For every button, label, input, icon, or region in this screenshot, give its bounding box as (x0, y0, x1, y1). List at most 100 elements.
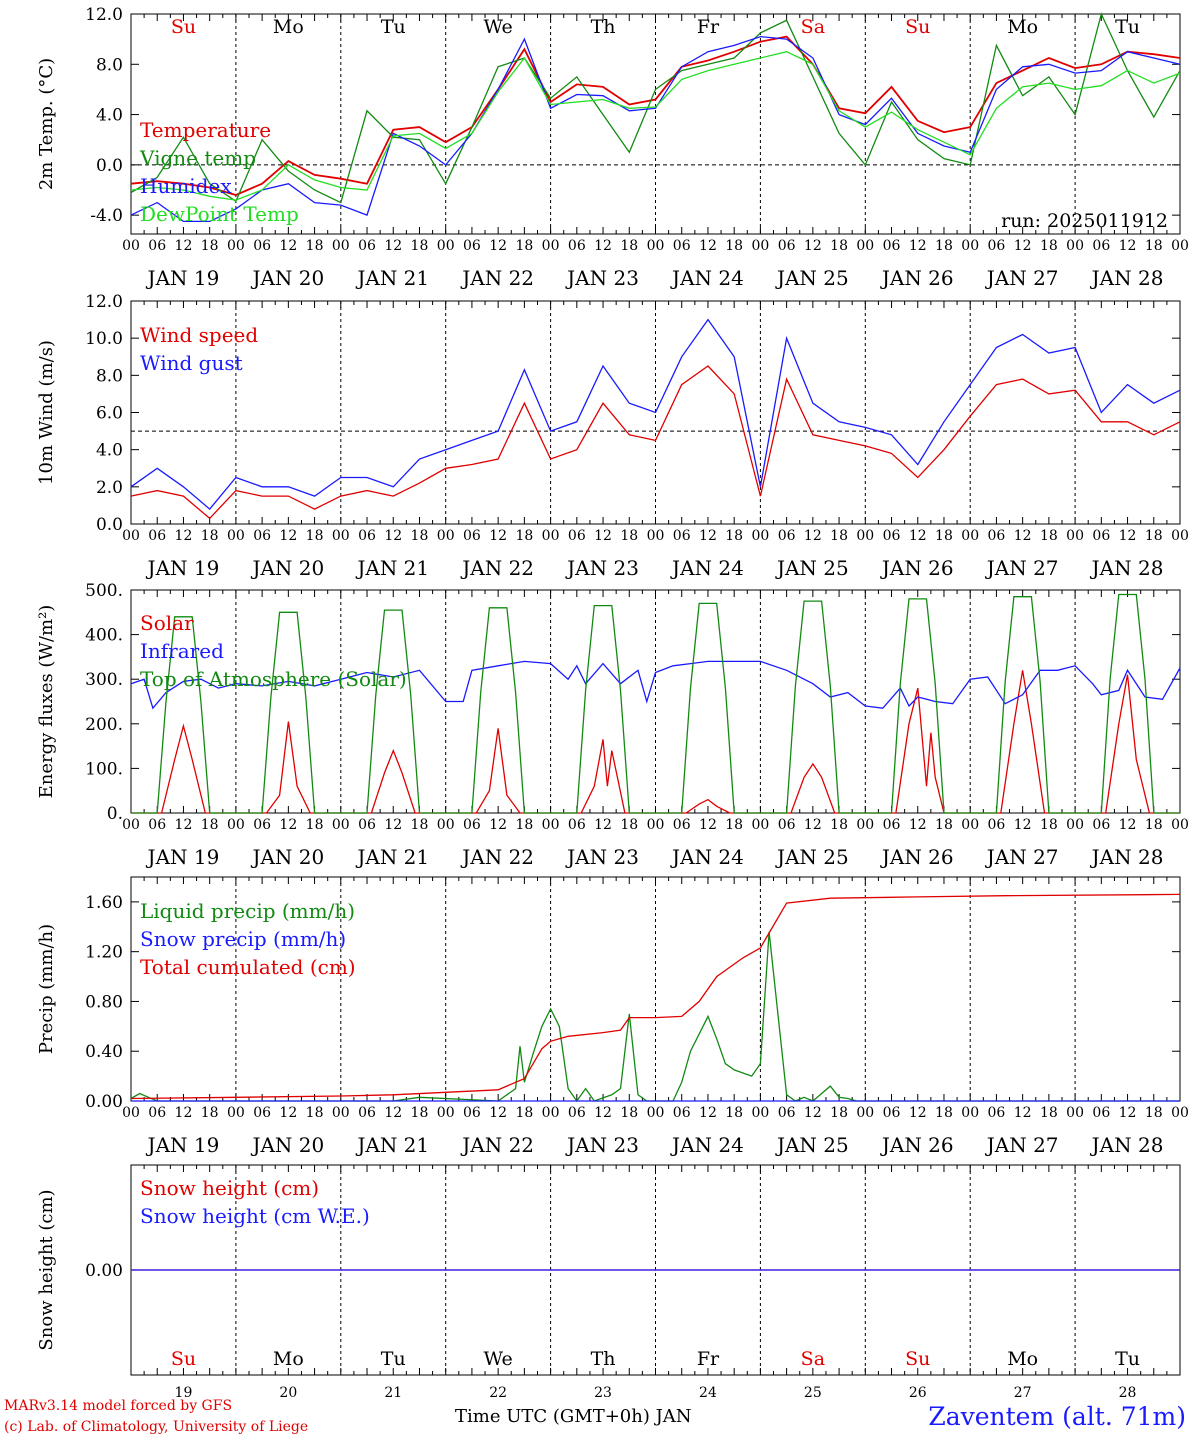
hour-tick-label: 06 (883, 528, 901, 544)
weekday-label: Mo (273, 1348, 304, 1370)
hour-tick-label: 12 (175, 1105, 193, 1121)
hour-tick-label: 06 (148, 817, 166, 833)
hour-tick-label: 12 (279, 817, 297, 833)
series-line-3 (130, 893, 1181, 1100)
day-label: JAN 24 (670, 1133, 744, 1157)
hour-tick-label: 00 (542, 817, 560, 833)
hour-tick-label: 12 (279, 528, 297, 544)
y-tick-label: 200. (85, 715, 123, 735)
hour-tick-label: 18 (725, 238, 743, 254)
hour-tick-label: 00 (961, 238, 979, 254)
hour-tick-label: 06 (1092, 817, 1110, 833)
hour-tick-label: 12 (804, 817, 822, 833)
y-tick-label: 100. (85, 759, 123, 779)
hour-tick-label: 06 (253, 817, 271, 833)
hour-tick-label: 00 (961, 528, 979, 544)
weekday-label: Su (171, 1348, 196, 1370)
hour-tick-label: 00 (227, 528, 245, 544)
hour-tick-label: 00 (961, 817, 979, 833)
y-tick-label: 0.0 (96, 515, 123, 535)
hour-tick-label: 06 (1092, 528, 1110, 544)
hour-tick-label: 12 (699, 528, 717, 544)
hour-tick-label: 18 (935, 238, 953, 254)
day-label: JAN 28 (1090, 845, 1164, 869)
hour-tick-label: 00 (227, 1105, 245, 1121)
hour-tick-label: 12 (804, 528, 822, 544)
legend-entry: Humidex (140, 174, 232, 198)
y-tick-label: 8.0 (96, 366, 123, 386)
y-tick-label: 6.0 (96, 404, 123, 424)
y-axis-label: Snow height (cm) (36, 1189, 57, 1350)
day-number: 20 (279, 1385, 297, 1401)
hour-tick-label: 18 (411, 238, 429, 254)
hour-tick-label: 06 (673, 528, 691, 544)
hour-tick-label: 06 (883, 1105, 901, 1121)
legend-entry: Top of Atmosphere (Solar) (140, 667, 407, 691)
day-label: JAN 25 (775, 556, 849, 580)
y-tick-label: 0.00 (85, 1261, 123, 1281)
plot-frame (130, 589, 1181, 814)
panel-2: 0.0 2.0 4.0 6.0 8.0 10.0 12.0 10m Wind (m/s) Win… (36, 292, 1189, 580)
hour-tick-label: 00 (542, 528, 560, 544)
day-label: JAN 21 (355, 1133, 429, 1157)
hour-tick-label: 18 (620, 238, 638, 254)
series-line-2 (130, 660, 1181, 710)
hour-tick-label: 00 (647, 817, 665, 833)
hour-tick-label: 18 (725, 817, 743, 833)
series-line-3 (130, 35, 1181, 223)
day-label: JAN 23 (565, 845, 639, 869)
day-label: JAN 20 (250, 266, 324, 290)
day-label: JAN 28 (1090, 556, 1164, 580)
day-label: JAN 20 (250, 1133, 324, 1157)
hour-tick-label: 12 (1119, 238, 1137, 254)
hour-tick-label: 12 (279, 1105, 297, 1121)
day-label: JAN 21 (355, 845, 429, 869)
hour-tick-label: 00 (1171, 528, 1189, 544)
series-line-3 (131, 593, 1180, 814)
station-name: Zaventem (alt. 71m) (928, 1402, 1186, 1431)
y-tick-label: 2.0 (96, 478, 123, 498)
hour-tick-label: 00 (437, 1105, 455, 1121)
hour-tick-label: 18 (830, 238, 848, 254)
hour-tick-label: 12 (1014, 1105, 1032, 1121)
hour-tick-label: 06 (358, 528, 376, 544)
hour-tick-label: 12 (1119, 528, 1137, 544)
hour-tick-label: 00 (122, 1105, 140, 1121)
y-axis-label: 2m Temp. (°C) (36, 58, 57, 190)
hour-tick-label: 00 (647, 1105, 665, 1121)
hour-tick-label: 12 (175, 238, 193, 254)
hour-tick-label: 12 (384, 238, 402, 254)
hour-tick-label: 12 (909, 528, 927, 544)
weekday-label: Mo (273, 16, 304, 38)
day-label: JAN 21 (355, 556, 429, 580)
hour-tick-label: 00 (1171, 817, 1189, 833)
day-number: 19 (175, 1385, 193, 1401)
weekday-label: Th (591, 1348, 616, 1370)
run-label: run: 2025011912 (1001, 210, 1168, 232)
hour-tick-label: 00 (437, 528, 455, 544)
hour-tick-label: 00 (856, 238, 874, 254)
hour-tick-label: 06 (988, 238, 1006, 254)
day-label: JAN 22 (460, 845, 534, 869)
hour-tick-label: 18 (1145, 1105, 1163, 1121)
hour-tick-label: 12 (594, 817, 612, 833)
hour-tick-label: 12 (699, 238, 717, 254)
hour-tick-label: 12 (175, 817, 193, 833)
day-number: 21 (384, 1385, 402, 1401)
weekday-label: Tu (381, 1348, 406, 1370)
hour-tick-label: 06 (883, 238, 901, 254)
legend-entry: Snow precip (mm/h) (140, 927, 346, 951)
hour-tick-label: 06 (568, 817, 586, 833)
day-label: JAN 20 (250, 556, 324, 580)
hour-tick-label: 18 (830, 528, 848, 544)
y-tick-label: 1.20 (85, 943, 123, 963)
day-label: JAN 25 (775, 266, 849, 290)
day-label: JAN 27 (985, 266, 1059, 290)
hour-tick-label: 12 (279, 238, 297, 254)
day-label: JAN 27 (985, 845, 1059, 869)
legend-entry: Vigne temp (139, 146, 256, 170)
y-tick-label: 0.00 (85, 1092, 123, 1112)
day-label: JAN 23 (565, 1133, 639, 1157)
weekday-label: We (484, 16, 513, 38)
